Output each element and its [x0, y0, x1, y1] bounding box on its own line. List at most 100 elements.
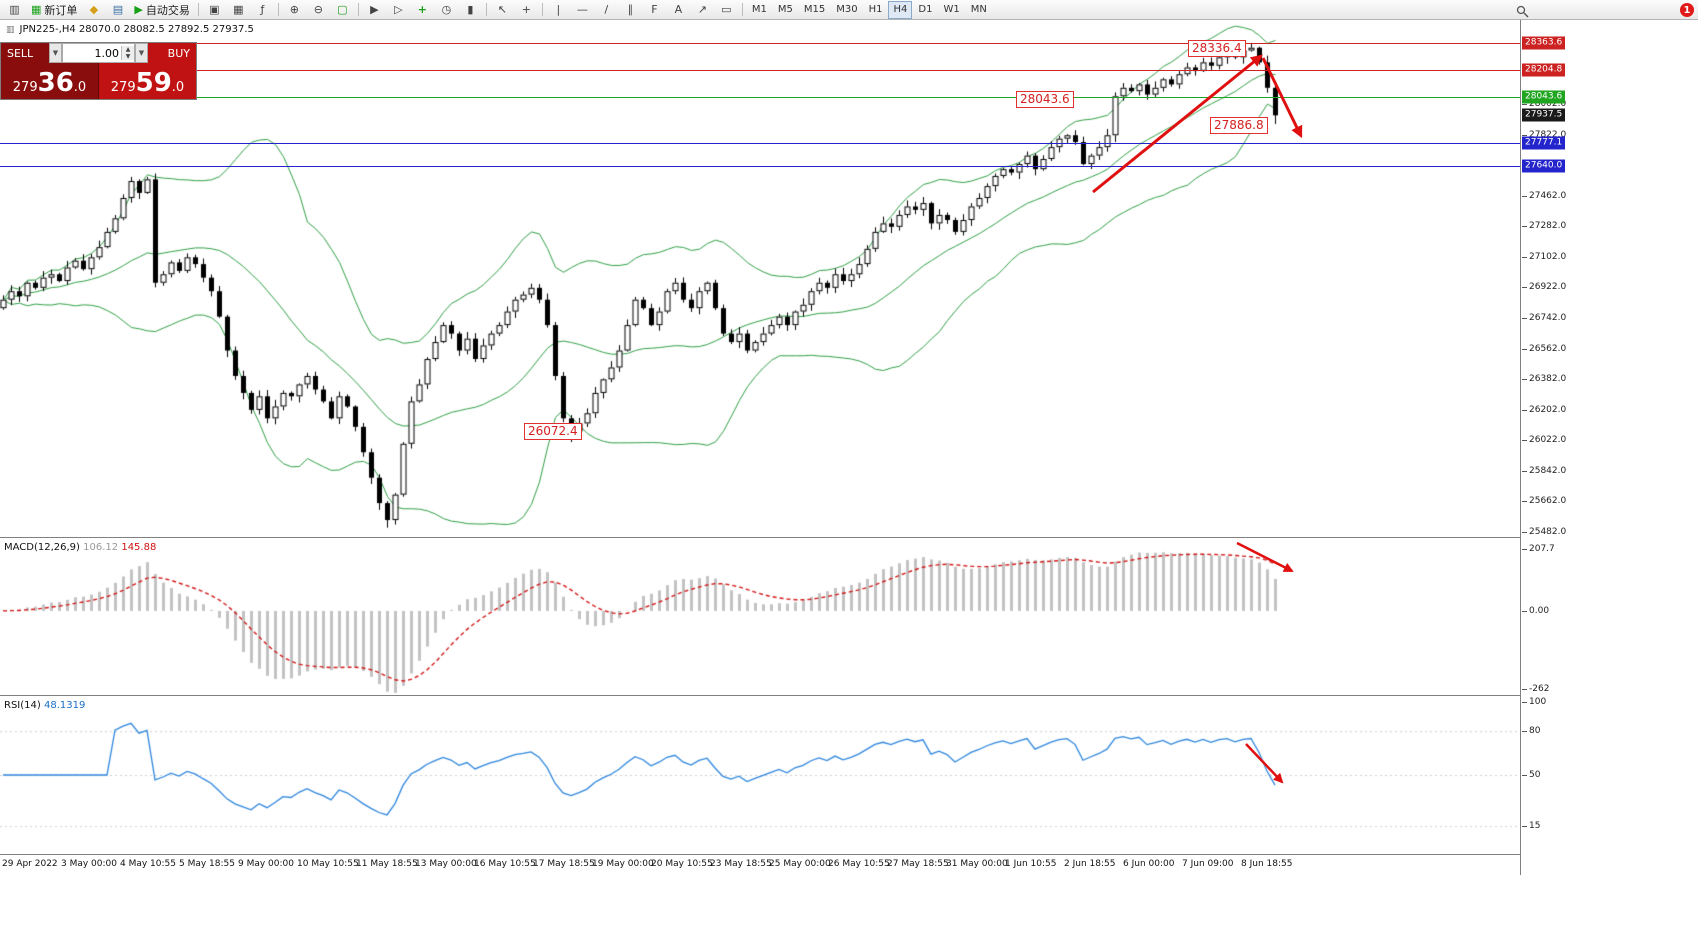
timeframe-button-h1[interactable]: H1: [868, 4, 883, 15]
new-chart-icon: ▥: [9, 3, 20, 16]
price-scale[interactable]: 28002.0 27822.0 27462.0 27282.0 27102.0 26922…: [1521, 20, 1698, 855]
price-annotation-27886.8[interactable]: 27886.8: [1210, 117, 1268, 134]
candle-mode-button[interactable]: ▮: [459, 0, 482, 19]
price-tick: 26382.0: [1521, 374, 1567, 385]
panel-separator[interactable]: [0, 695, 1698, 696]
chart-shift-button[interactable]: ▷: [387, 0, 410, 19]
rsi-canvas[interactable]: [0, 697, 1520, 853]
auto-trading-button[interactable]: ▶ 自动交易: [130, 1, 193, 18]
indicator-list-button[interactable]: ƒ: [251, 0, 274, 19]
toolbar: ▥ ▦ 新订单 ◆ ▤ ▶ 自动交易 ▣ ▦ ƒ ⊕ ⊖ ▢ ▶ ▷ + ◷ ▮…: [0, 0, 1698, 20]
price-tick: 25482.0: [1521, 526, 1567, 537]
cursor-button[interactable]: ↖: [491, 0, 514, 19]
order-book-icon: ◆: [89, 3, 99, 16]
trendline-button[interactable]: /: [595, 0, 618, 19]
sell-button[interactable]: SELL: [1, 43, 49, 63]
shapes-tool-icon: ▭: [721, 3, 732, 16]
zoom-in-button[interactable]: ⊕: [283, 0, 306, 19]
timeframe-button-m15[interactable]: M15: [803, 4, 826, 15]
price-annotation-28336.4[interactable]: 28336.4: [1188, 40, 1246, 57]
crosshair-button[interactable]: +: [515, 0, 538, 19]
buy-dropdown-button[interactable]: ▼: [135, 43, 148, 63]
macd-canvas[interactable]: [0, 539, 1520, 695]
crosshair-icon: +: [521, 3, 531, 16]
text-tool-button[interactable]: A: [667, 0, 690, 19]
price-badge-27777.1: 27777.1: [1522, 136, 1566, 150]
horizontal-line-28043.6[interactable]: [0, 97, 1520, 98]
buy-price-big: 59: [135, 68, 172, 98]
fibonacci-button[interactable]: F: [643, 0, 666, 19]
timeframe-button-mn[interactable]: MN: [970, 4, 987, 15]
volume-stepper: ▲ ▼: [121, 46, 134, 60]
rsi-panel[interactable]: RSI(14) 48.1319: [0, 697, 1520, 853]
price-annotation-26072.4[interactable]: 26072.4: [524, 423, 582, 440]
zoom-out-button[interactable]: ⊖: [307, 0, 330, 19]
period-button[interactable]: ◷: [435, 0, 458, 19]
volume-input[interactable]: [63, 45, 121, 61]
search-button[interactable]: [1516, 3, 1529, 22]
timeframe-button-m30[interactable]: M30: [836, 4, 858, 15]
volume-up-button[interactable]: ▲: [122, 46, 134, 53]
main-chart-panel[interactable]: ▥ JPN225-,H4 28070.0 28082.5 27892.5 279…: [0, 20, 1520, 537]
notification-count: 1: [1683, 4, 1691, 16]
notification-badge[interactable]: 1: [1680, 3, 1694, 17]
vertical-line-button[interactable]: |: [547, 0, 570, 19]
sell-price-button[interactable]: 279 36.0: [1, 63, 99, 99]
dropdown-icon: ▼: [52, 49, 59, 57]
auto-trading-label: 自动交易: [145, 3, 190, 17]
timeframe-button-m5[interactable]: M5: [777, 4, 793, 15]
tile-windows-button[interactable]: ▢: [331, 0, 354, 19]
horizontal-line-28363.6[interactable]: [0, 43, 1520, 44]
price-badge-28363.6: 28363.6: [1522, 36, 1566, 50]
timeframe-button-d1[interactable]: D1: [918, 4, 933, 15]
arrows-tool-button[interactable]: ↗: [691, 0, 714, 19]
market-depth-icon: ▤: [112, 3, 124, 16]
time-label: 8 Jun 18:55: [1241, 859, 1293, 869]
panel-separator[interactable]: [0, 537, 1698, 538]
auto-scroll-button[interactable]: ▶: [363, 0, 386, 19]
market-depth-button[interactable]: ▤: [106, 0, 129, 19]
time-axis[interactable]: 29 Apr 2022 3 May 00:00 4 May 10:55 5 May 1…: [0, 855, 1698, 877]
price-tick: 27282.0: [1521, 221, 1567, 232]
add-indicator-button[interactable]: +: [411, 0, 434, 19]
toolbar-separator: [277, 3, 279, 16]
buy-price-pre: 279: [110, 79, 136, 95]
dropdown-icon: ▼: [138, 49, 145, 57]
zoom-in-icon: ⊕: [289, 3, 299, 16]
toolbar-separator: [541, 3, 543, 16]
macd-label: MACD(12,26,9): [4, 542, 80, 553]
macd-panel[interactable]: MACD(12,26,9) 106.12 145.88: [0, 539, 1520, 695]
horizontal-line-27777.1[interactable]: [0, 143, 1520, 144]
macd-value-main: 106.12: [83, 542, 119, 553]
time-label: 3 May 00:00: [61, 859, 117, 869]
price-tick: 25662.0: [1521, 496, 1567, 507]
timeframe-button-m1[interactable]: M1: [751, 4, 767, 15]
horizontal-line-button[interactable]: —: [571, 0, 594, 19]
new-order-button[interactable]: ▦ 新订单: [27, 1, 81, 18]
sell-dropdown-button[interactable]: ▼: [49, 43, 62, 63]
profiles-button[interactable]: ▣: [203, 0, 226, 19]
time-label: 27 May 18:55: [887, 859, 949, 869]
timeframe-button-w1[interactable]: W1: [943, 4, 960, 15]
time-label: 20 May 10:55: [651, 859, 713, 869]
channel-button[interactable]: ∥: [619, 0, 642, 19]
price-annotation-28043.6[interactable]: 28043.6: [1016, 91, 1074, 108]
sell-label: SELL: [7, 46, 34, 60]
buy-price-button[interactable]: 279 59.0: [99, 63, 196, 99]
rsi-scale-80: 80: [1521, 726, 1541, 737]
horizontal-line-27640[interactable]: [0, 166, 1520, 167]
shapes-tool-button[interactable]: ▭: [715, 0, 738, 19]
horizontal-line-icon: —: [576, 3, 588, 16]
volume-down-button[interactable]: ▼: [122, 53, 134, 60]
buy-button[interactable]: BUY: [148, 43, 196, 63]
macd-scale--262: -262: [1521, 684, 1550, 694]
data-window-button[interactable]: ▦: [227, 0, 250, 19]
timeframe-button-h4[interactable]: H4: [888, 0, 913, 19]
new-chart-button[interactable]: ▥: [3, 0, 26, 19]
sell-price-suf: .0: [73, 79, 87, 95]
chart-shift-icon: ▷: [394, 3, 403, 16]
time-label: 6 Jun 00:00: [1123, 859, 1175, 869]
order-book-button[interactable]: ◆: [82, 0, 105, 19]
horizontal-line-28204.8[interactable]: [0, 70, 1520, 71]
